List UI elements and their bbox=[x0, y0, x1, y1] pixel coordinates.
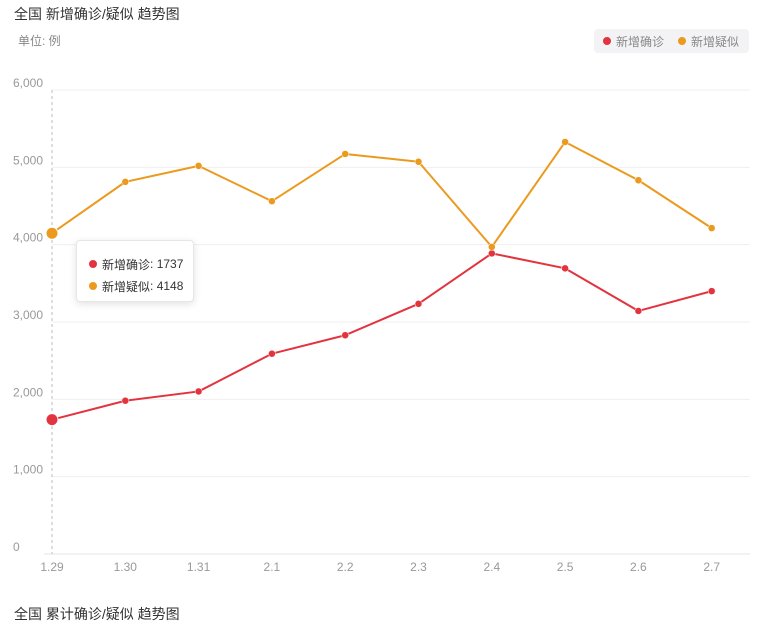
x-tick-label: 2.7 bbox=[703, 560, 720, 574]
data-point-confirmed bbox=[488, 249, 496, 258]
data-point-confirmed bbox=[414, 300, 423, 308]
data-point-suspected bbox=[341, 150, 349, 158]
chart-tooltip: 新增确诊: 1737 新增疑似: 4148 bbox=[76, 240, 194, 302]
tooltip-name-suspected: 新增疑似 bbox=[102, 279, 151, 294]
tooltip-name-confirmed: 新增确诊 bbox=[102, 257, 151, 272]
x-tick-label: 2.6 bbox=[630, 560, 647, 574]
tooltip-value-suspected: 4148 bbox=[156, 279, 184, 293]
y-tick-label: 5,000 bbox=[13, 153, 43, 167]
series-line-confirmed bbox=[51, 252, 712, 421]
data-point-suspected bbox=[45, 226, 59, 240]
data-point-suspected bbox=[561, 138, 569, 146]
chart-legend: 新增确诊 新增疑似 bbox=[594, 29, 749, 53]
y-tick-label: 0 bbox=[13, 540, 20, 554]
x-tick-label: 2.4 bbox=[483, 560, 500, 574]
tooltip-row-suspected: 新增疑似: 4148 bbox=[89, 275, 193, 297]
x-tick-label: 1.30 bbox=[114, 560, 138, 574]
y-tick-label: 2,000 bbox=[13, 385, 43, 399]
x-tick-label: 2.3 bbox=[410, 560, 427, 574]
data-point-suspected bbox=[121, 178, 130, 186]
tooltip-dot-confirmed bbox=[89, 260, 97, 268]
data-point-confirmed bbox=[121, 396, 130, 405]
data-point-confirmed bbox=[634, 307, 643, 315]
data-point-confirmed bbox=[561, 264, 569, 273]
series-line-suspected bbox=[51, 140, 713, 248]
data-point-suspected bbox=[634, 176, 643, 184]
x-tick-label: 1.31 bbox=[187, 560, 211, 574]
tooltip-value-confirmed: 1737 bbox=[156, 257, 184, 271]
unit-label: 单位: 例 bbox=[18, 34, 61, 48]
x-tick-label: 2.1 bbox=[264, 560, 281, 574]
legend-dot-suspected bbox=[678, 37, 687, 45]
legend-item-suspected[interactable]: 新增疑似 bbox=[678, 33, 739, 50]
legend-item-confirmed[interactable]: 新增确诊 bbox=[603, 33, 664, 50]
data-point-confirmed bbox=[45, 413, 59, 427]
legend-dot-confirmed bbox=[603, 37, 611, 45]
x-tick-label: 2.5 bbox=[557, 560, 574, 574]
x-tick-label: 1.29 bbox=[40, 560, 64, 574]
data-point-suspected bbox=[268, 197, 276, 205]
next-chart-title: 全国 累计确诊/疑似 趋势图 bbox=[14, 606, 180, 622]
tooltip-sep-confirmed: : bbox=[150, 257, 157, 271]
data-point-suspected bbox=[488, 243, 496, 251]
legend-label-confirmed: 新增确诊 bbox=[616, 34, 665, 49]
data-point-confirmed bbox=[194, 387, 203, 396]
data-point-suspected bbox=[707, 224, 716, 232]
tooltip-sep-suspected: : bbox=[150, 279, 157, 293]
x-tick-label: 2.2 bbox=[337, 560, 354, 574]
y-tick-label: 1,000 bbox=[13, 463, 43, 477]
y-tick-label: 3,000 bbox=[13, 308, 43, 322]
data-point-confirmed bbox=[341, 331, 349, 339]
legend-label-suspected: 新增疑似 bbox=[691, 34, 740, 49]
y-tick-label: 6,000 bbox=[13, 76, 43, 90]
data-point-confirmed bbox=[268, 349, 276, 358]
data-point-confirmed bbox=[707, 287, 716, 295]
tooltip-dot-suspected bbox=[89, 282, 97, 290]
chart-title: 全国 新增确诊/疑似 趋势图 bbox=[14, 6, 180, 22]
y-tick-label: 4,000 bbox=[13, 231, 43, 245]
data-point-suspected bbox=[194, 162, 203, 170]
tooltip-row-confirmed: 新增确诊: 1737 bbox=[89, 253, 193, 275]
data-point-suspected bbox=[414, 158, 423, 166]
